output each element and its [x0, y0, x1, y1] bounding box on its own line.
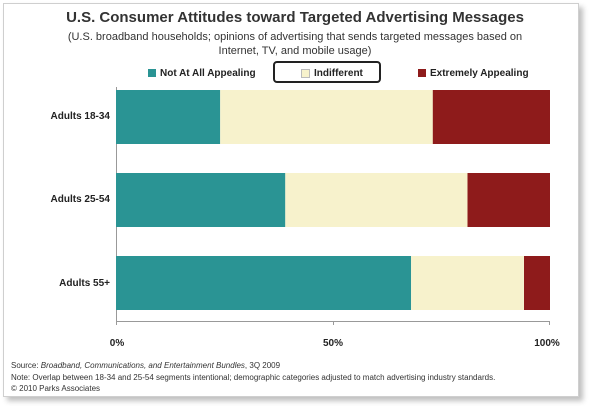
footer-source-title: Broadband, Communications, and Entertain… — [40, 361, 245, 370]
bar-adults-25-54-indifferent — [285, 173, 468, 227]
bar-adults-55-plus-not-at-all-appealing — [116, 256, 412, 310]
category-label-adults-18-34: Adults 18-34 — [50, 111, 110, 122]
chart-subtitle: (U.S. broadband households; opinions of … — [67, 31, 523, 57]
bar-adults-55-plus-indifferent — [411, 256, 524, 310]
footer-copyright: © 2010 Parks Associates — [11, 384, 101, 393]
footer-source-prefix: Source: — [11, 361, 41, 370]
legend-label-indifferent: Indifferent — [314, 67, 363, 79]
footer-note: Note: Overlap between 18-34 and 25-54 se… — [11, 373, 496, 382]
chart-title: U.S. Consumer Attitudes toward Targeted … — [66, 9, 524, 26]
category-label-adults-55-plus: Adults 55+ — [59, 278, 110, 289]
x-tick-label-50: 50% — [322, 338, 344, 349]
legend-highlight-box — [273, 61, 381, 83]
bar-adults-18-34-indifferent — [220, 90, 433, 144]
category-label-adults-25-54: Adults 25-54 — [50, 194, 110, 205]
footer-source: Source: Broadband, Communications, and E… — [11, 361, 280, 370]
legend-item-extremely-appealing: Extremely Appealing — [418, 67, 529, 79]
legend-item-indifferent: Indifferent — [301, 67, 363, 79]
bar-adults-25-54-not-at-all-appealing — [116, 173, 286, 227]
legend-item-not-at-all-appealing: Not At All Appealing — [148, 67, 256, 79]
footer-source-suffix: , 3Q 2009 — [244, 361, 281, 370]
x-tick-50 — [333, 321, 334, 325]
x-tick-100 — [549, 321, 550, 325]
legend-swatch-indifferent — [301, 68, 310, 78]
legend-swatch-not-at-all-appealing — [148, 69, 156, 77]
legend-label-not-at-all-appealing: Not At All Appealing — [160, 67, 256, 79]
bar-adults-18-34-extremely-appealing — [432, 90, 550, 144]
legend-swatch-extremely-appealing — [418, 69, 426, 77]
x-tick-label-0: 0% — [109, 338, 125, 349]
bar-adults-25-54-extremely-appealing — [467, 173, 550, 227]
bar-adults-18-34-not-at-all-appealing — [116, 90, 221, 144]
x-tick-label-100: 100% — [534, 338, 560, 349]
x-tick-0 — [116, 321, 117, 325]
bar-adults-55-plus-extremely-appealing — [524, 256, 550, 310]
legend-label-extremely-appealing: Extremely Appealing — [430, 67, 529, 79]
